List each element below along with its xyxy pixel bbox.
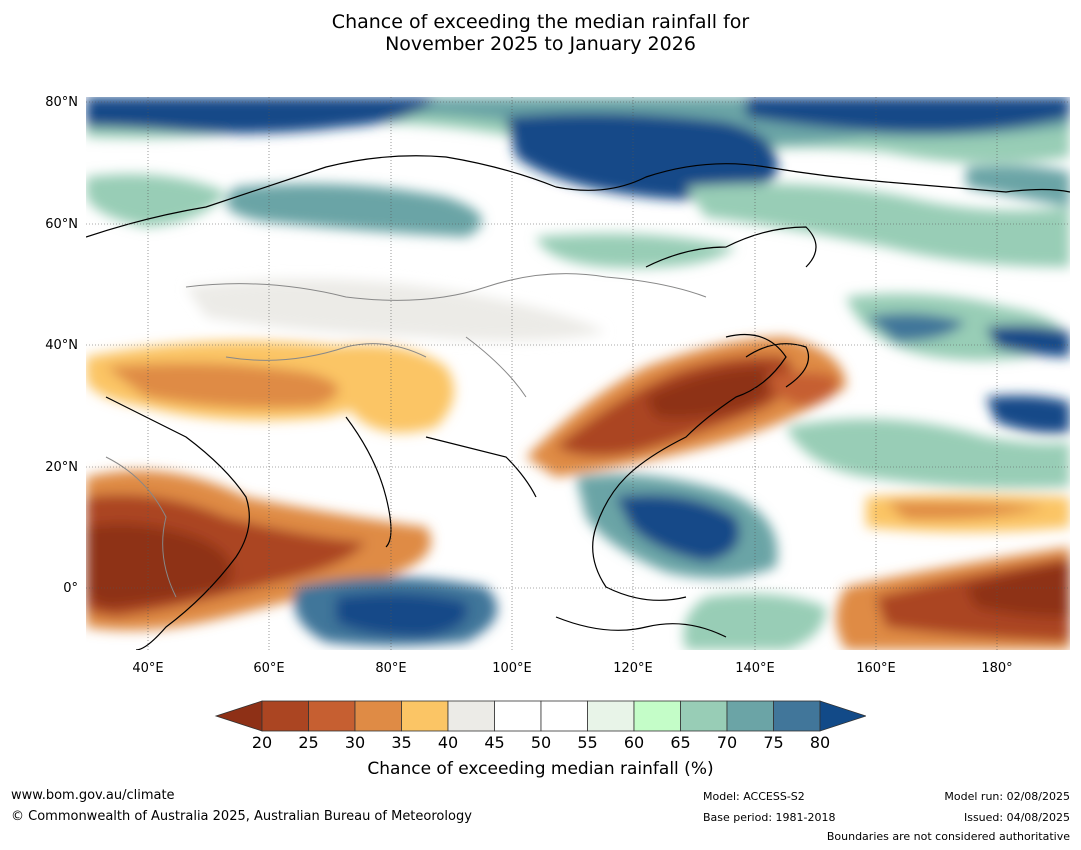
colorbar-segment (680, 700, 728, 732)
colorbar-segment (261, 700, 309, 732)
colorbar-segment (494, 700, 542, 732)
colorbar-tick-label: 30 (344, 733, 366, 752)
colorbar-tick-label: 55 (577, 733, 598, 752)
colorbar-tick-label: 45 (484, 733, 505, 752)
chart-title-line1: Chance of exceeding the median rainfall … (331, 11, 750, 33)
colorbar-tick-label: 40 (437, 733, 459, 752)
model-run-text: Model run: 02/08/2025 (944, 790, 1070, 803)
lon-label-100e: 100°E (492, 661, 532, 676)
country-borders (105, 273, 707, 598)
lon-label-80e: 80°E (375, 661, 407, 676)
lon-label-60e: 60°E (253, 661, 285, 676)
colorbar-tick-label: 70 (716, 733, 738, 752)
lon-label-120e: 120°E (613, 661, 653, 676)
colorbar-segment (401, 700, 449, 732)
colorbar-extend-high (819, 700, 866, 732)
colorbar-segment (540, 700, 588, 732)
lat-label-80n: 80°N (45, 95, 78, 110)
colorbar-label: Chance of exceeding median rainfall (%) (367, 759, 714, 779)
colorbar-segment (354, 700, 402, 732)
colorbar-tick-label: 50 (530, 733, 552, 752)
copyright-text: © Commonwealth of Australia 2025, Austra… (11, 809, 472, 824)
coastlines (86, 155, 1070, 650)
model-text: Model: ACCESS-S2 (703, 790, 805, 803)
colorbar-tick-label: 20 (251, 733, 273, 752)
colorbar-segment (633, 700, 681, 732)
colorbar-tick-label: 35 (391, 733, 412, 752)
lon-label-160e: 160°E (856, 661, 896, 676)
issued-text: Issued: 04/08/2025 (963, 811, 1070, 824)
lat-label-20n: 20°N (45, 460, 78, 475)
colorbar-tick-label: 65 (670, 733, 691, 752)
colorbar-segment (308, 700, 356, 732)
colorbar-extend-low (214, 700, 263, 732)
lon-label-40e: 40°E (132, 661, 164, 676)
disclaimer-text: Boundaries are not considered authoritat… (826, 830, 1070, 843)
lat-label-0: 0° (63, 581, 78, 596)
probability-field (86, 97, 1070, 650)
colorbar-tick-label: 75 (763, 733, 784, 752)
colorbar-segment (587, 700, 635, 732)
colorbar-segment (773, 700, 821, 732)
website-link[interactable]: www.bom.gov.au/climate (11, 788, 175, 803)
lat-label-40n: 40°N (45, 338, 78, 353)
colorbar-tick-label: 80 (809, 733, 831, 752)
chart-title-line2: November 2025 to January 2026 (385, 33, 696, 55)
colorbar-segment (447, 700, 495, 732)
colorbar-segment (726, 700, 774, 732)
lat-label-60n: 60°N (45, 217, 78, 232)
rainfall-probability-map (86, 97, 1070, 650)
map-canvas (86, 97, 1070, 650)
colorbar (214, 700, 866, 732)
lon-label-180: 180° (981, 661, 1013, 676)
colorbar-tick-label: 60 (623, 733, 645, 752)
lon-label-140e: 140°E (735, 661, 775, 676)
graticule (86, 97, 1070, 650)
colorbar-tick-label: 25 (298, 733, 319, 752)
base-period-text: Base period: 1981-2018 (703, 811, 836, 824)
